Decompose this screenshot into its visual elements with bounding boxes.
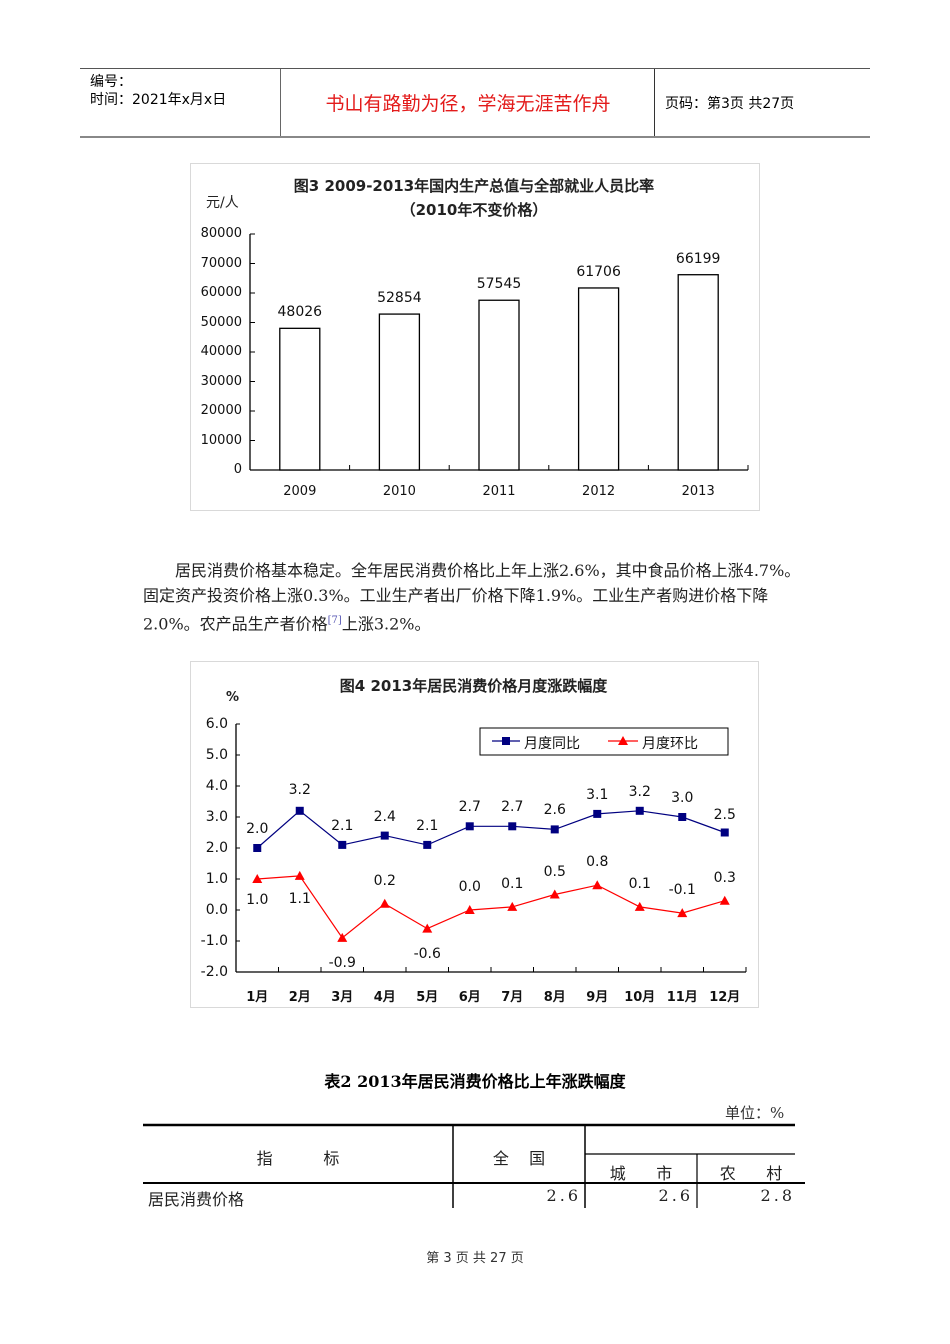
- x-tick-label: 3月: [331, 990, 354, 1005]
- paragraph-text-2: 上涨3.2%。: [341, 614, 431, 634]
- table2-header-rural: 农 村: [719, 1164, 783, 1183]
- table2-header-indicator: 指 标: [256, 1149, 340, 1168]
- body-paragraph: 居民消费价格基本稳定。全年居民消费价格比上年上涨2.6%，其中食品价格上涨4.7…: [143, 558, 813, 636]
- table2-title: 表2 2013年居民消费价格比上年涨跌幅度: [324, 1072, 626, 1091]
- y-tick-label: 20000: [200, 403, 242, 418]
- document-header: 编号： 时间：2021年x月x日 书山有路勤为径，学海无涯苦作舟 页码：第3页 …: [80, 68, 870, 138]
- footnote-link[interactable]: [7]: [327, 615, 342, 626]
- y-tick-label: 3.0: [205, 809, 228, 825]
- bar-value-label: 48026: [277, 304, 323, 321]
- data-point-label: -0.6: [413, 945, 441, 962]
- x-tick-label: 12月: [709, 990, 741, 1005]
- data-point-label: 3.0: [671, 790, 694, 806]
- y-tick-label: 0.0: [205, 902, 228, 918]
- number-label: 编号：: [90, 74, 132, 90]
- y-tick-label: 0: [233, 462, 242, 477]
- y-tick-label: 2.0: [205, 840, 228, 856]
- row-urban: 2.6: [658, 1186, 693, 1205]
- x-tick-label: 10月: [624, 990, 656, 1005]
- bar-value-label: 66199: [675, 250, 721, 267]
- data-point-label: 3.2: [628, 783, 651, 800]
- y-tick-label: 10000: [200, 432, 242, 448]
- bar-value-label: 52854: [377, 290, 422, 307]
- x-tick-label: 8月: [543, 990, 566, 1005]
- y-tick-label: 6.0: [205, 716, 228, 732]
- table2-header-national: 全 国: [492, 1149, 546, 1168]
- header-meta: 编号： 时间：2021年x月x日: [80, 69, 281, 136]
- figure4-unit: %: [226, 690, 240, 705]
- data-point-label: 0.3: [713, 869, 736, 886]
- x-tick-label: 4月: [373, 990, 396, 1005]
- y-tick-label: 60000: [200, 285, 242, 300]
- data-point-label: 2.6: [543, 802, 566, 819]
- y-tick-label: 50000: [200, 314, 242, 330]
- row-national: 2.6: [546, 1186, 581, 1205]
- data-point-label: 2.5: [713, 806, 736, 823]
- x-tick-label: 6月: [458, 990, 481, 1005]
- x-tick-label: 2013: [681, 484, 715, 499]
- x-tick-label: 2月: [288, 990, 311, 1005]
- data-point-label: -0.9: [328, 954, 356, 971]
- figure3-subtitle: （2010年不变价格）: [400, 201, 548, 219]
- data-point-label: 0.2: [373, 872, 396, 889]
- row-indicator: 居民消费价格: [148, 1190, 245, 1209]
- table2-header-urban: 城 市: [609, 1164, 673, 1183]
- header-page-info: 页码：第3页 共27页: [665, 95, 795, 112]
- time-label: 时间：2021年x月x日: [90, 92, 227, 108]
- y-tick-label: 5.0: [205, 747, 228, 763]
- figure3-unit: 元/人: [206, 195, 239, 211]
- figure4-title: 图4 2013年居民消费价格月度涨跌幅度: [339, 677, 608, 695]
- x-tick-label: 2011: [482, 484, 516, 499]
- data-point-label: 0.8: [586, 854, 609, 871]
- y-tick-label: 70000: [200, 255, 242, 271]
- data-point-label: 2.0: [246, 821, 269, 837]
- paragraph-text-1: 居民消费价格基本稳定。全年居民消费价格比上年上涨2.6%，其中食品价格上涨4.7…: [143, 561, 801, 634]
- header-motto: 书山有路勤为径，学海无涯苦作舟: [282, 69, 655, 136]
- y-tick-label: 4.0: [205, 778, 228, 794]
- x-tick-label: 1月: [246, 990, 269, 1005]
- y-tick-label: -1.0: [200, 933, 228, 949]
- x-tick-label: 9月: [586, 990, 609, 1005]
- y-tick-label: 30000: [200, 373, 242, 389]
- x-tick-label: 2012: [582, 484, 616, 499]
- y-tick-label: 40000: [200, 344, 242, 359]
- bar-value-label: 61706: [576, 263, 621, 280]
- legend-label: 月度环比: [642, 736, 698, 752]
- y-tick-label: -2.0: [200, 964, 228, 980]
- y-tick-label: 1.0: [205, 871, 228, 887]
- data-point-label: 1.1: [288, 890, 311, 907]
- x-tick-label: 11月: [666, 990, 698, 1005]
- data-point-label: 2.1: [416, 817, 439, 834]
- x-tick-label: 2009: [283, 484, 317, 499]
- figure3-title: 图3 2009-2013年国内生产总值与全部就业人员比率: [293, 177, 655, 195]
- y-tick-label: 80000: [200, 226, 242, 241]
- table2-unit: 单位：%: [725, 1104, 785, 1122]
- row-rural: 2.8: [760, 1186, 795, 1205]
- data-point-label: 3.1: [586, 786, 609, 803]
- x-tick-label: 5月: [416, 990, 439, 1005]
- x-tick-label: 2010: [382, 484, 416, 499]
- x-tick-label: 7月: [501, 990, 524, 1005]
- bar-value-label: 57545: [476, 276, 522, 293]
- legend-label: 月度同比: [524, 736, 580, 752]
- page-footer: 第 3 页 共 27 页: [426, 1251, 524, 1266]
- data-point-label: 3.2: [288, 781, 311, 798]
